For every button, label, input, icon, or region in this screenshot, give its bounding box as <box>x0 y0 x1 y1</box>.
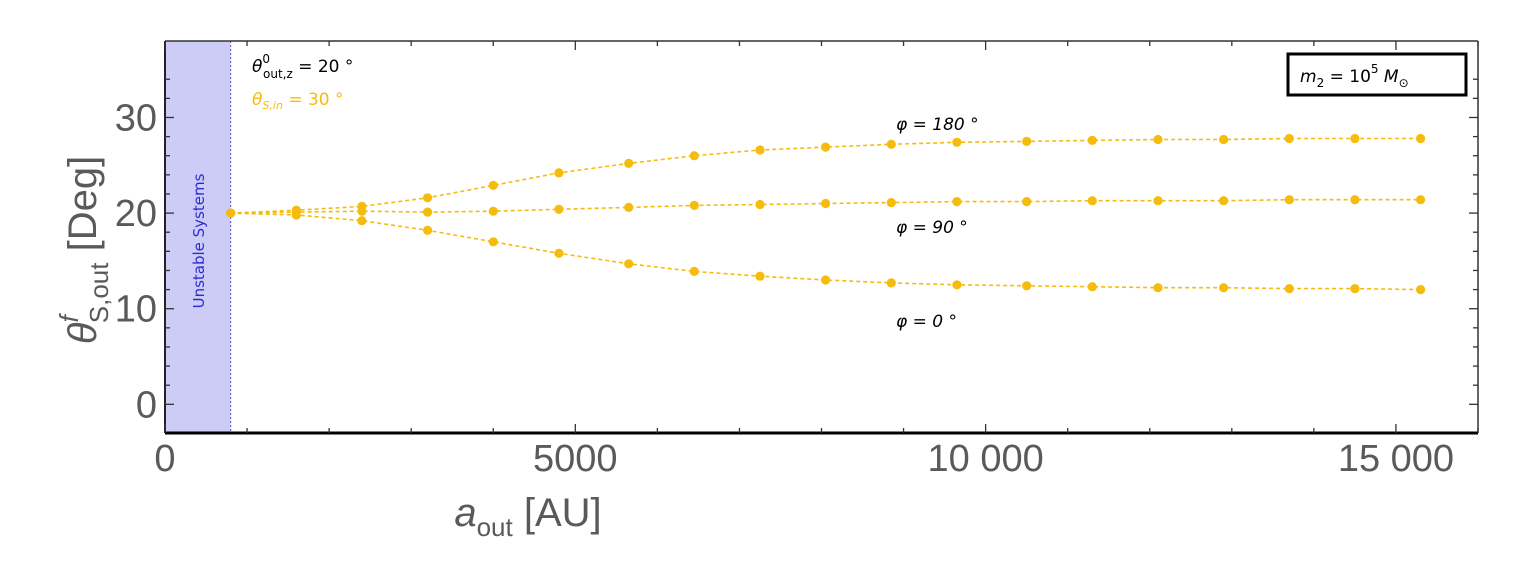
series-2-point <box>1153 283 1163 293</box>
series-0-point <box>1350 133 1360 144</box>
theta-out-annotation: θ0 out,z = 20 ° <box>252 52 353 81</box>
series-1-point <box>423 207 433 217</box>
series-1-point <box>624 202 634 212</box>
mass-eq: = 10 <box>1324 67 1371 87</box>
theta-in-value: = 30 ° <box>283 90 344 110</box>
series-1-point <box>357 206 367 216</box>
series-2-point <box>886 278 896 288</box>
theta-in-symbol: θ <box>252 90 263 110</box>
series-2-point <box>755 271 765 281</box>
series-1-point <box>689 200 699 210</box>
series-1-point <box>1284 195 1294 205</box>
unstable-region-label: Unstable Systems <box>190 173 208 308</box>
series-label-phi-0: φ = 0 ° <box>896 312 957 332</box>
x-tick-label: 15 000 <box>1338 438 1454 480</box>
series-1-point <box>1153 196 1163 206</box>
mass-sub: 2 <box>1317 76 1325 90</box>
series-0-point <box>821 142 831 152</box>
mass-sup: 5 <box>1371 62 1379 76</box>
series-1-point <box>952 197 962 207</box>
series-1-point <box>1350 195 1360 205</box>
series-0-point <box>952 137 962 147</box>
y-tick-label: 30 <box>115 97 157 139</box>
y-axis-title-unit: [Deg] <box>61 156 105 263</box>
series-2-point <box>291 210 301 220</box>
series-2-point <box>624 259 634 269</box>
x-axis-title-main: a <box>454 491 476 535</box>
theta-out-symbol: θ <box>252 57 263 77</box>
theta-out-value: = 20 ° <box>293 57 354 77</box>
series-2-point <box>1284 284 1294 294</box>
series-0-point <box>1022 136 1032 146</box>
x-axis-title-unit: [AU] <box>513 491 602 535</box>
series-layer <box>226 133 1426 295</box>
series-2-point <box>952 280 962 290</box>
theta-out-sup: 0 <box>262 52 270 66</box>
series-label-phi-180: φ = 180 ° <box>896 115 979 135</box>
series-1-point <box>488 206 498 216</box>
x-tick-label: 0 <box>154 438 175 480</box>
y-axis-title-main: θ <box>61 322 105 344</box>
mass-unit-sub: ⊙ <box>1399 76 1409 90</box>
series-2-point <box>1022 281 1032 291</box>
series-2-point <box>1416 285 1426 295</box>
x-axis-title-sub: out <box>477 512 514 542</box>
series-1-point <box>886 198 896 208</box>
series-0-point <box>1087 135 1097 145</box>
series-1-point <box>755 199 765 210</box>
series-2-point <box>554 248 564 258</box>
theta-in-sub: S,in <box>262 99 283 112</box>
series-0-point <box>624 158 634 168</box>
series-2-point <box>1087 282 1097 292</box>
x-tick-label: 10 000 <box>928 438 1044 480</box>
series-0-point <box>488 180 498 190</box>
series-0-point <box>423 193 433 203</box>
plot-frame <box>164 40 1479 435</box>
series-1-point <box>1219 196 1229 206</box>
series-0-point <box>1416 133 1426 144</box>
series-0-point <box>1153 134 1163 145</box>
series-1-point <box>554 204 564 214</box>
series-1-point <box>821 198 831 209</box>
series-2-point <box>423 225 433 235</box>
y-tick-label: 20 <box>115 193 157 235</box>
unstable-region-band <box>165 41 231 433</box>
series-1-point <box>1022 197 1032 207</box>
series-2-point <box>357 216 367 226</box>
unstable-region: Unstable Systems <box>165 41 232 433</box>
series-0-point <box>755 145 765 155</box>
y-axis-title: θfS,out [Deg] <box>54 156 114 344</box>
series-label-phi-90: φ = 90 ° <box>896 218 968 238</box>
y-axis-title-sup: f <box>54 312 84 322</box>
mass-unit: M <box>1379 67 1399 87</box>
series-2-point <box>488 237 498 247</box>
y-tick-label: 0 <box>136 384 157 426</box>
series-2-point <box>689 266 699 276</box>
theta-in-annotation: θS,in = 30 ° <box>252 90 344 112</box>
y-tick-label: 10 <box>115 289 157 331</box>
x-axis-title: aout [AU] <box>454 491 601 542</box>
mass-box-frame <box>1286 52 1468 97</box>
series-2-point <box>821 275 831 285</box>
series-0-point <box>886 139 896 149</box>
series-2-point <box>1350 284 1360 294</box>
series-0-point <box>554 168 564 178</box>
mass-symbol: m <box>1300 67 1317 87</box>
series-0-point <box>1284 133 1294 144</box>
series-2-point <box>226 208 236 218</box>
series-0-point <box>1219 134 1229 145</box>
series-2-point <box>1219 283 1229 293</box>
y-axis-title-sub: S,out <box>84 262 114 323</box>
theta-out-sub: out,z <box>263 67 293 81</box>
series-1-point <box>1087 196 1097 206</box>
x-tick-label: 5000 <box>533 438 618 480</box>
mass-box-text: m2 = 105 M⊙ <box>1300 62 1409 90</box>
series-1-point <box>1416 195 1426 205</box>
series-0-point <box>689 151 699 161</box>
